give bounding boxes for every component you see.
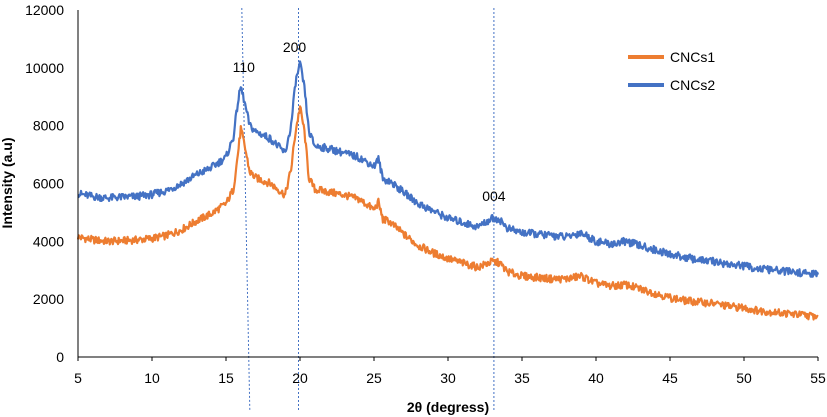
y-tick-label: 8000 bbox=[33, 118, 64, 134]
x-tick-label: 45 bbox=[662, 370, 678, 386]
x-tick-label: 20 bbox=[292, 370, 308, 386]
peak-label-004: 004 bbox=[482, 188, 506, 204]
y-tick-label: 12000 bbox=[25, 2, 64, 18]
series-lines bbox=[76, 60, 820, 321]
y-tick-label: 0 bbox=[56, 349, 64, 365]
x-tick-label: 40 bbox=[588, 370, 604, 386]
y-tick-label: 10000 bbox=[25, 60, 64, 76]
x-tick-label: 55 bbox=[810, 370, 826, 386]
y-tick-label: 2000 bbox=[33, 291, 64, 307]
y-tick-labels: 0 2000 4000 6000 8000 10000 12000 bbox=[25, 2, 64, 365]
peak-labels: 110 200 004 bbox=[233, 39, 506, 204]
x-tick-label: 30 bbox=[440, 370, 456, 386]
x-tick-label: 35 bbox=[514, 370, 530, 386]
series-line-cncs1 bbox=[76, 105, 819, 321]
peak-marker-lines bbox=[241, 7, 495, 411]
series-line-cncs2 bbox=[77, 60, 820, 278]
y-tick-label: 4000 bbox=[33, 233, 64, 249]
x-tick-label: 5 bbox=[74, 370, 82, 386]
x-tick-label: 15 bbox=[218, 370, 234, 386]
peak-label-110: 110 bbox=[233, 59, 256, 75]
x-tick-labels: 5 10 15 20 25 30 35 40 45 50 55 bbox=[74, 357, 826, 386]
legend-label-cncs1: CNCs1 bbox=[670, 49, 715, 65]
x-tick-label: 10 bbox=[144, 370, 160, 386]
legend: CNCs1 CNCs2 bbox=[628, 49, 715, 93]
y-tick-label: 6000 bbox=[33, 176, 64, 192]
x-axis-title: 2θ (degress) bbox=[407, 399, 489, 415]
x-tick-label: 50 bbox=[736, 370, 752, 386]
peak-line-110 bbox=[241, 7, 251, 411]
peak-label-200: 200 bbox=[283, 39, 307, 55]
y-axis-title: Intensity (a.u) bbox=[0, 137, 15, 228]
x-tick-label: 25 bbox=[366, 370, 382, 386]
legend-label-cncs2: CNCs2 bbox=[670, 77, 715, 93]
